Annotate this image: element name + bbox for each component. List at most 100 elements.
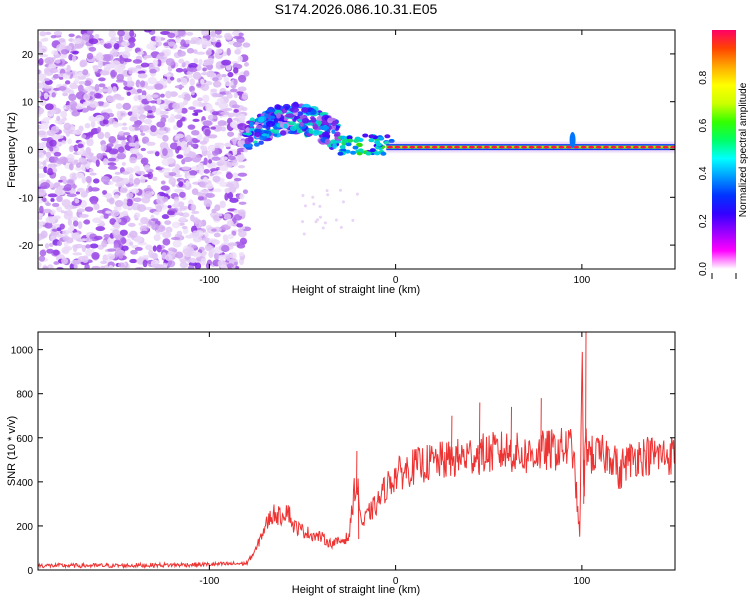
noise-speckle: [43, 92, 49, 100]
noise-speckle: [101, 239, 108, 248]
signal-peak: [670, 145, 675, 149]
noise-speckle: [203, 169, 210, 174]
noise-speckle: [227, 112, 235, 118]
transition-blob: [368, 138, 375, 143]
noise-speckle: [77, 221, 83, 230]
signal-peak: [647, 145, 654, 149]
colorbar-label: Normalized spectral amplitude: [738, 82, 749, 217]
noise-speckle: [48, 242, 54, 248]
onset-blob: [292, 111, 299, 116]
noise-speckle: [53, 182, 59, 189]
trail-dot: [321, 226, 325, 230]
transition-blob: [362, 133, 369, 138]
noise-speckle: [119, 188, 128, 193]
noise-speckle: [117, 205, 122, 211]
noise-speckle: [51, 92, 56, 98]
noise-speckle: [174, 174, 182, 178]
noise-speckle: [88, 38, 99, 45]
noise-speckle: [50, 235, 56, 241]
noise-speckle: [137, 51, 144, 56]
noise-speckle: [118, 34, 123, 43]
noise-speckle: [93, 235, 103, 240]
onset-blob: [283, 123, 288, 129]
noise-speckle: [174, 212, 182, 216]
noise-speckle: [80, 190, 88, 198]
y-tick-label: 20: [22, 50, 34, 61]
noise-speckle: [114, 199, 124, 207]
noise-speckle: [75, 191, 81, 195]
noise-speckle: [46, 248, 54, 254]
noise-speckle: [53, 31, 63, 36]
noise-speckle: [71, 55, 77, 62]
noise-speckle: [219, 200, 226, 209]
noise-speckle: [189, 166, 200, 172]
noise-speckle: [42, 160, 47, 167]
noise-speckle: [203, 157, 208, 166]
noise-speckle: [191, 230, 200, 238]
noise-speckle: [229, 121, 238, 128]
noise-speckle: [38, 151, 45, 159]
noise-speckle: [65, 104, 71, 110]
noise-speckle: [59, 223, 65, 230]
noise-speckle: [225, 172, 233, 180]
noise-speckle: [233, 67, 239, 74]
noise-speckle: [44, 78, 51, 82]
noise-speckle: [92, 65, 99, 72]
trail-dot: [339, 225, 343, 229]
spectrogram-xlabel: Height of straight line (km): [292, 284, 420, 296]
noise-speckle: [52, 249, 60, 256]
noise-speckle: [139, 175, 146, 184]
noise-speckle: [162, 231, 172, 239]
noise-speckle: [38, 107, 45, 115]
noise-speckle: [175, 37, 182, 44]
noise-speckle: [103, 234, 111, 239]
signal-peak: [550, 145, 557, 149]
noise-speckle: [182, 146, 191, 152]
y-tick-label: 10: [22, 98, 34, 109]
noise-speckle: [39, 99, 47, 106]
signal-peak: [528, 145, 535, 149]
noise-speckle: [38, 90, 42, 98]
noise-speckle: [81, 175, 86, 184]
noise-speckle: [238, 113, 246, 122]
noise-speckle: [99, 39, 105, 45]
noise-speckle: [115, 182, 125, 187]
noise-speckle: [205, 49, 212, 56]
noise-speckle: [129, 30, 135, 38]
noise-speckle: [90, 200, 98, 205]
noise-speckle: [231, 104, 240, 109]
onset-blob: [322, 131, 330, 137]
noise-speckle: [208, 159, 213, 164]
noise-speckle: [141, 196, 151, 204]
noise-speckle: [165, 226, 173, 233]
noise-speckle: [51, 226, 57, 230]
noise-speckle: [191, 129, 200, 136]
noise-speckle: [61, 257, 69, 265]
noise-speckle: [146, 94, 152, 102]
trail-dot: [355, 192, 359, 196]
noise-speckle: [180, 76, 185, 82]
noise-speckle: [182, 227, 189, 235]
noise-speckle: [205, 183, 214, 190]
noise-speckle: [203, 59, 214, 66]
noise-speckle: [214, 30, 222, 35]
noise-speckle: [205, 193, 215, 198]
noise-speckle: [66, 64, 71, 73]
noise-speckle: [50, 125, 60, 134]
noise-speckle: [118, 67, 124, 75]
noise-speckle: [219, 165, 229, 172]
noise-speckle: [89, 243, 99, 249]
noise-speckle: [58, 86, 67, 91]
noise-speckle: [107, 162, 117, 166]
noise-speckle: [108, 265, 114, 269]
onset-blob: [266, 109, 275, 113]
noise-speckle: [201, 30, 210, 37]
noise-speckle: [126, 192, 134, 199]
noise-speckle: [100, 176, 111, 184]
noise-speckle: [132, 59, 143, 64]
noise-speckle: [218, 254, 226, 260]
transition-blob: [347, 138, 354, 143]
noise-speckle: [86, 52, 94, 60]
noise-speckle: [227, 191, 234, 200]
noise-speckle: [225, 183, 235, 188]
